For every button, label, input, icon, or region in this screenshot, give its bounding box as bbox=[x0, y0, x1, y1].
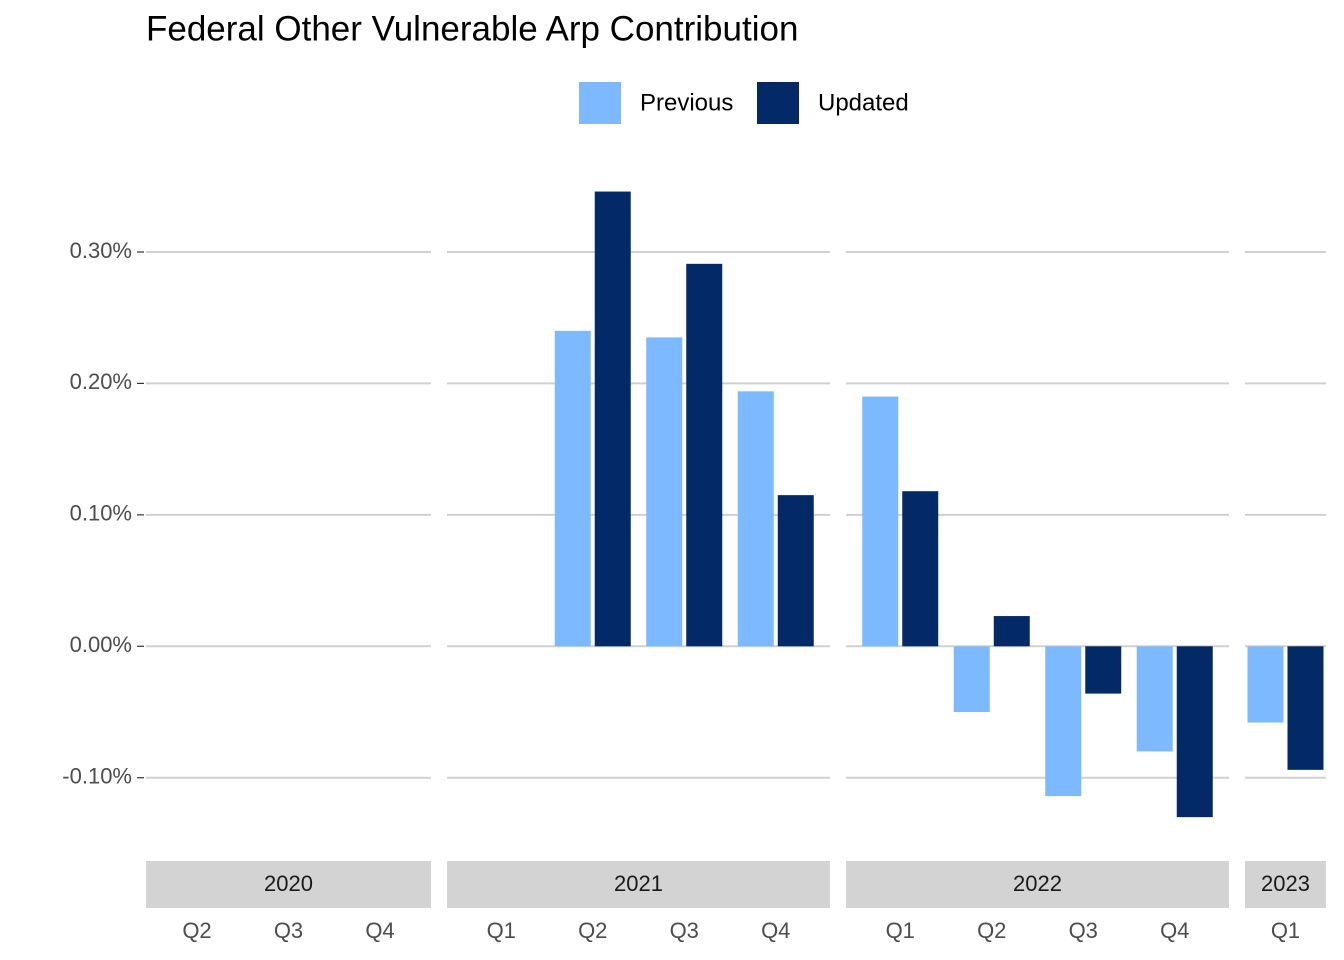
bar bbox=[1247, 646, 1284, 723]
bar bbox=[1085, 646, 1122, 694]
bar bbox=[777, 495, 814, 647]
y-tick-label: 0.20% bbox=[70, 369, 132, 394]
x-tick-label: Q3 bbox=[274, 918, 303, 943]
x-tick-label: Q1 bbox=[886, 918, 915, 943]
bar bbox=[1136, 646, 1173, 752]
x-tick-label: Q2 bbox=[182, 918, 211, 943]
x-tick-label: Q4 bbox=[365, 918, 394, 943]
y-tick-label: 0.30% bbox=[70, 238, 132, 263]
bar bbox=[554, 330, 591, 647]
facet-label: 2020 bbox=[264, 871, 313, 896]
facet-label: 2023 bbox=[1261, 871, 1310, 896]
bar bbox=[594, 191, 631, 647]
y-tick-label: 0.10% bbox=[70, 501, 132, 526]
facet-strip bbox=[447, 861, 830, 908]
x-tick-label: Q1 bbox=[487, 918, 516, 943]
bar bbox=[862, 396, 899, 647]
bar bbox=[737, 391, 774, 647]
legend-label: Previous bbox=[640, 89, 733, 116]
bar bbox=[953, 646, 990, 712]
facet-strip bbox=[846, 861, 1229, 908]
facet-strip bbox=[1245, 861, 1326, 908]
legend-label: Updated bbox=[818, 89, 909, 116]
x-tick-label: Q2 bbox=[977, 918, 1006, 943]
x-tick-label: Q3 bbox=[1069, 918, 1098, 943]
bar bbox=[993, 616, 1030, 647]
x-tick-label: Q1 bbox=[1271, 918, 1300, 943]
bar bbox=[646, 337, 683, 647]
facet-strip bbox=[146, 861, 431, 908]
bar bbox=[1176, 646, 1213, 818]
x-tick-label: Q2 bbox=[578, 918, 607, 943]
y-tick-label: 0.00% bbox=[70, 632, 132, 657]
chart-title: Federal Other Vulnerable Arp Contributio… bbox=[146, 9, 798, 48]
legend-swatch bbox=[579, 82, 621, 124]
x-tick-label: Q4 bbox=[1160, 918, 1189, 943]
x-tick-label: Q4 bbox=[761, 918, 790, 943]
facet-label: 2021 bbox=[614, 871, 663, 896]
facet-label: 2022 bbox=[1013, 871, 1062, 896]
legend-swatch bbox=[757, 82, 799, 124]
bar bbox=[1045, 646, 1082, 797]
bar bbox=[686, 263, 723, 647]
y-tick-label: -0.10% bbox=[62, 764, 132, 789]
bar bbox=[1287, 646, 1324, 770]
bar bbox=[902, 491, 939, 647]
x-tick-label: Q3 bbox=[670, 918, 699, 943]
